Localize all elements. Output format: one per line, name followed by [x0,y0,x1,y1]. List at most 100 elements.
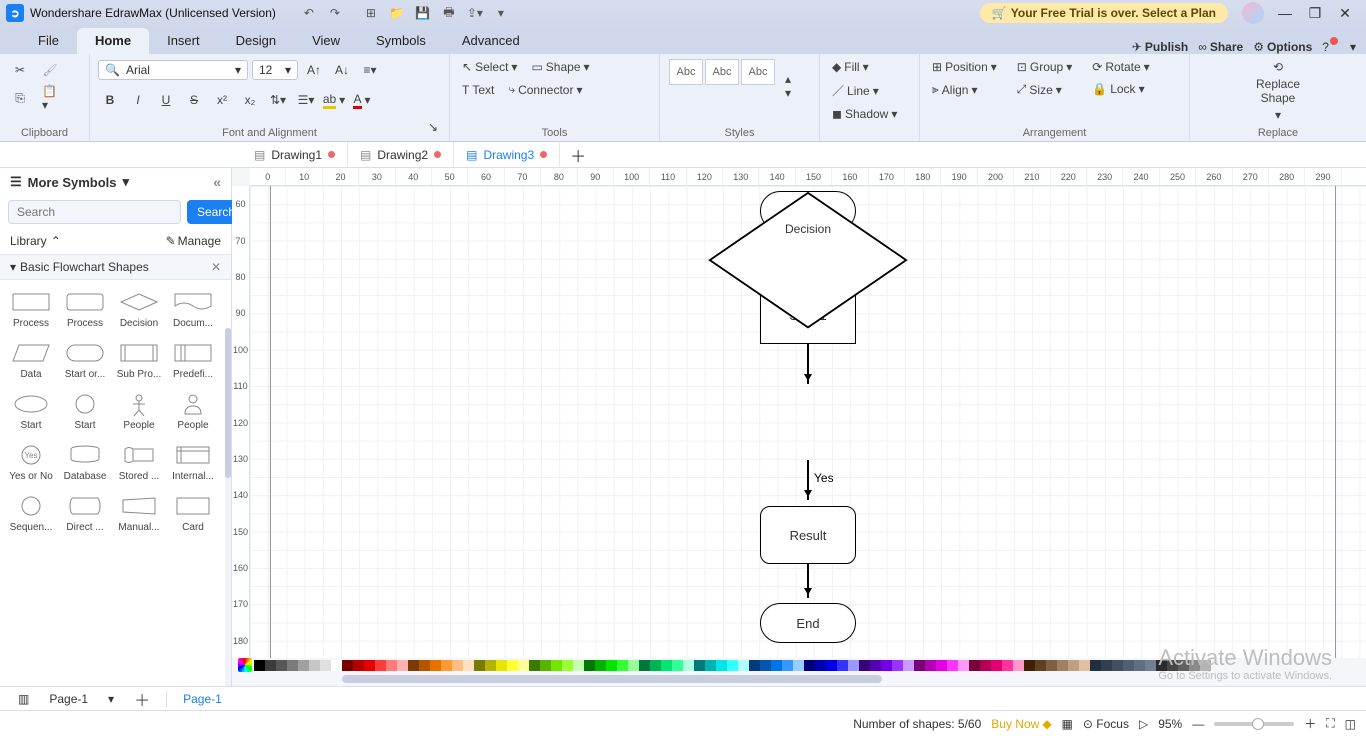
panels-button[interactable]: ◫ [1345,717,1356,731]
collapse-panel-button[interactable]: « [213,174,221,190]
color-swatch[interactable] [1035,660,1046,671]
color-swatch[interactable] [551,660,562,671]
color-swatch[interactable] [705,660,716,671]
shadow-button[interactable]: ◼ Shadow▾ [828,105,911,123]
color-swatch[interactable] [595,660,606,671]
color-swatch[interactable] [1112,660,1123,671]
color-swatch[interactable] [430,660,441,671]
shrink-font-button[interactable]: A↓ [330,58,354,82]
color-swatch[interactable] [639,660,650,671]
position-button[interactable]: ⊞ Position▾ [928,58,1001,76]
rotate-button[interactable]: ⟳ Rotate▾ [1088,58,1153,76]
shape-thumb-3-0[interactable]: YesYes or No [4,439,58,490]
replace-shape-button[interactable]: ⟲Replace Shape ▾ [1252,58,1304,114]
theme-abc-1[interactable]: Abc [669,59,703,85]
fill-button[interactable]: ◆ Fill▾ [828,58,911,76]
themes-more[interactable]: ▴▾ [776,58,800,114]
menu-tab-home[interactable]: Home [77,28,149,54]
color-swatch[interactable] [892,660,903,671]
connector[interactable] [807,564,809,598]
connector[interactable] [807,344,809,384]
color-swatch[interactable] [419,660,430,671]
color-swatch[interactable] [1156,660,1167,671]
doc-tab-0[interactable]: ▤Drawing1 [242,142,348,167]
color-swatch[interactable] [375,660,386,671]
shape-thumb-2-2[interactable]: People [112,388,166,439]
page-tab-1[interactable]: Page-1 [39,690,98,708]
color-swatch[interactable] [562,660,573,671]
shape-thumb-2-0[interactable]: Start [4,388,58,439]
subscript-button[interactable]: x₂ [238,88,262,112]
shape-thumb-1-0[interactable]: Data [4,337,58,388]
shape-thumb-0-2[interactable]: Decision [112,286,166,337]
color-swatch[interactable] [782,660,793,671]
superscript-button[interactable]: x² [210,88,234,112]
italic-button[interactable]: I [126,88,150,112]
color-swatch[interactable] [573,660,584,671]
avatar[interactable] [1242,2,1264,24]
color-swatch[interactable] [672,660,683,671]
color-swatch[interactable] [1090,660,1101,671]
font-size-combo[interactable]: 12▾ [252,60,298,80]
connector[interactable] [807,460,809,500]
color-swatch[interactable] [991,660,1002,671]
color-swatch[interactable] [848,660,859,671]
color-swatch[interactable] [1145,660,1156,671]
shape-tool[interactable]: ▭ Shape ▾ [527,58,593,76]
select-tool[interactable]: ↖ Select ▾ [458,58,521,76]
color-swatch[interactable] [837,660,848,671]
fontalign-launcher[interactable]: ↘ [421,115,445,139]
shape-thumb-4-0[interactable]: Sequen... [4,490,58,541]
add-page-button[interactable]: ＋ [124,685,160,713]
color-swatch[interactable] [386,660,397,671]
node-res[interactable]: Result [760,506,856,564]
color-swatch[interactable] [320,660,331,671]
color-swatch[interactable] [947,660,958,671]
color-swatch[interactable] [793,660,804,671]
presentation-button[interactable]: ▷ [1139,717,1148,731]
font-color-button[interactable]: A▾ [350,88,374,112]
zoom-slider[interactable] [1214,722,1294,726]
theme-abc-2[interactable]: Abc [705,59,739,85]
menu-tab-design[interactable]: Design [218,28,294,54]
canvas-h-scrollbar[interactable] [232,672,1366,686]
shape-thumb-4-2[interactable]: Manual... [112,490,166,541]
shape-thumb-2-1[interactable]: Start [58,388,112,439]
focus-toggle[interactable]: ⊙ Focus [1083,717,1129,731]
color-swatch[interactable] [287,660,298,671]
shape-search-input[interactable] [8,200,181,224]
save-button[interactable]: 💾 [412,2,434,24]
color-swatch[interactable] [496,660,507,671]
bullets-button[interactable]: ☰▾ [294,88,318,112]
color-swatch[interactable] [738,660,749,671]
page-list-button[interactable]: ▥ [8,690,39,708]
color-swatch[interactable] [364,660,375,671]
color-swatch[interactable] [1178,660,1189,671]
close-section-button[interactable]: ✕ [211,260,221,274]
shape-thumb-3-2[interactable]: Stored ... [112,439,166,490]
shape-thumb-4-3[interactable]: Card [166,490,220,541]
color-swatch[interactable] [463,660,474,671]
color-swatch[interactable] [1024,660,1035,671]
zoom-out-button[interactable]: — [1192,717,1204,731]
color-picker-button[interactable] [238,658,252,672]
color-swatch[interactable] [1101,660,1112,671]
color-swatch[interactable] [617,660,628,671]
shape-thumb-0-3[interactable]: Docum... [166,286,220,337]
color-swatch[interactable] [518,660,529,671]
menu-more-button[interactable]: ▾ [1350,40,1356,54]
color-swatch[interactable] [716,660,727,671]
align-text-button[interactable]: ≡▾ [358,58,382,82]
color-swatch[interactable] [1046,660,1057,671]
color-swatch[interactable] [408,660,419,671]
help-button[interactable]: ? [1322,40,1340,54]
theme-abc-3[interactable]: Abc [741,59,775,85]
color-swatch[interactable] [397,660,408,671]
color-swatch[interactable] [727,660,738,671]
highlight-button[interactable]: ab▾ [322,88,346,112]
publish-button[interactable]: ✈ Publish [1132,40,1188,54]
color-swatch[interactable] [826,660,837,671]
color-swatch[interactable] [661,660,672,671]
color-swatch[interactable] [859,660,870,671]
color-swatch[interactable] [628,660,639,671]
